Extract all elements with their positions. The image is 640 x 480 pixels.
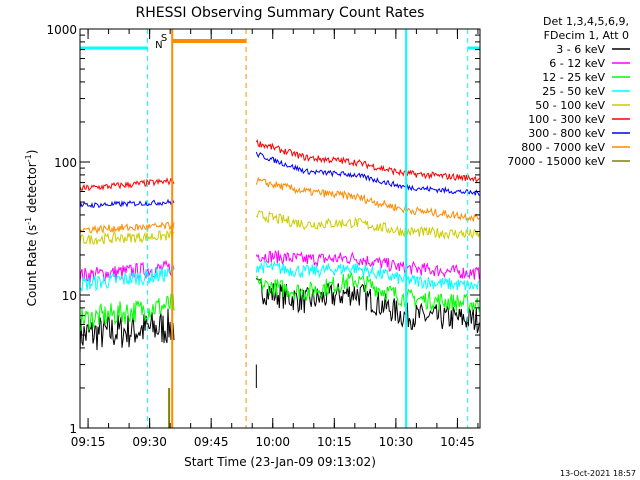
y-axis: 1 10 100 1000	[46, 23, 480, 436]
series-line	[255, 176, 480, 223]
legend-header-line: FDecim 1, Att 0	[544, 29, 629, 42]
y-axis-label-part: detector	[25, 162, 39, 217]
x-tick-label: 10:15	[317, 435, 352, 449]
series-line	[79, 221, 175, 235]
x-axis: 09:15 09:30 09:45 10:00 10:15 10:30 10:45	[71, 29, 479, 449]
series-line	[255, 151, 480, 196]
plot-series	[79, 139, 480, 354]
series-line	[255, 139, 480, 183]
series-line	[255, 259, 480, 291]
legend-entry-label: 100 - 300 keV	[528, 113, 605, 126]
legend-entry-label: 6 - 12 keV	[549, 57, 605, 70]
legend-entry-label: 3 - 6 keV	[556, 43, 605, 56]
y-tick-label: 10	[62, 289, 77, 303]
y-axis-label-exponent: -1	[24, 154, 33, 162]
series-line	[79, 265, 175, 292]
legend-entry-label: 800 - 7000 keV	[521, 141, 605, 154]
x-tick-label: 10:45	[440, 435, 475, 449]
x-tick-label: 10:00	[255, 435, 290, 449]
series-line	[79, 293, 175, 331]
x-tick-label: 09:30	[132, 435, 167, 449]
plot-frame	[79, 28, 481, 429]
y-tick-label: 1000	[46, 23, 77, 37]
legend-entry-label: 300 - 800 keV	[528, 127, 605, 140]
y-axis-label-part: Count Rate (s	[25, 225, 39, 307]
x-tick-label: 09:15	[71, 435, 106, 449]
y-tick-label: 100	[54, 156, 77, 170]
legend-entry-label: 12 - 25 keV	[542, 71, 605, 84]
timestamp: 13-Oct-2021 18:57	[560, 469, 636, 478]
series-line	[255, 249, 480, 280]
series-line	[255, 277, 480, 334]
y-tick-label: 1	[69, 422, 77, 436]
chart-title: RHESSI Observing Summary Count Rates	[136, 5, 425, 21]
series-line	[79, 308, 175, 354]
x-tick-label: 10:30	[379, 435, 414, 449]
legend: Det 1,3,4,5,6,9, FDecim 1, Att 0 3 - 6 k…	[507, 15, 630, 168]
y-axis-label-exponent: -1	[24, 217, 33, 225]
series-line	[79, 198, 175, 209]
legend-entry-label: 25 - 50 keV	[542, 85, 605, 98]
series-line	[79, 229, 175, 245]
series-line	[255, 209, 480, 240]
night-flag-label: N	[155, 40, 162, 51]
series-line	[79, 177, 175, 192]
series-line	[255, 272, 480, 312]
saa-flag-label: S	[161, 33, 167, 44]
y-axis-label: Count Rate (s-1 detector-1)	[24, 150, 39, 307]
x-axis-label: Start Time (23-Jan-09 09:13:02)	[184, 455, 376, 469]
legend-entry-label: 50 - 100 keV	[535, 99, 605, 112]
series-line	[79, 259, 175, 284]
x-tick-label: 09:45	[194, 435, 229, 449]
legend-header-line: Det 1,3,4,5,6,9,	[543, 15, 629, 28]
plot-overlays: NS	[80, 29, 480, 428]
legend-entry-label: 7000 - 15000 keV	[507, 155, 605, 168]
y-axis-label-part: )	[25, 150, 39, 155]
